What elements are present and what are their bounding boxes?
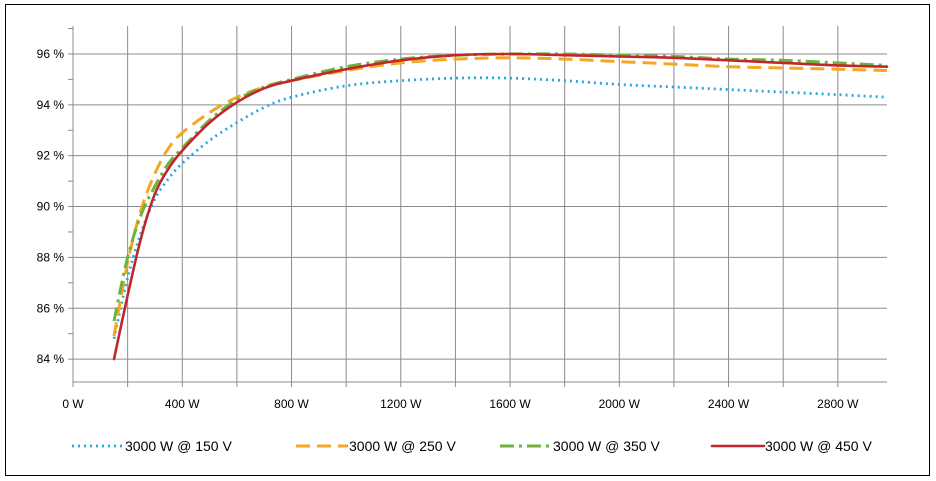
y-tick-label: 86 % xyxy=(37,301,65,315)
x-tick-label: 2000 W xyxy=(599,397,641,411)
y-tick-label: 84 % xyxy=(37,352,65,366)
x-tick-label: 2800 W xyxy=(817,397,859,411)
y-tick-label: 92 % xyxy=(37,149,65,163)
series-line-1 xyxy=(112,76,888,340)
legend-item-4: 3000 W @ 450 V xyxy=(710,438,872,454)
axis-layer xyxy=(68,26,887,387)
x-tick-label: 1600 W xyxy=(489,397,531,411)
series-line-3 xyxy=(112,52,888,322)
chart-frame xyxy=(5,4,930,476)
series-layer xyxy=(112,52,889,361)
series-line-4 xyxy=(112,52,889,361)
y-tick-label: 96 % xyxy=(37,47,65,61)
legend-item-1: 3000 W @ 150 V xyxy=(72,438,232,454)
grid-layer xyxy=(73,26,887,382)
y-tick-label: 88 % xyxy=(37,250,65,264)
x-tick-label: 2400 W xyxy=(708,397,750,411)
x-tick-label: 1200 W xyxy=(380,397,422,411)
y-tick-label: 94 % xyxy=(37,98,65,112)
legend: 3000 W @ 150 V 3000 W @ 250 V 3000 W @ 350… xyxy=(72,438,872,454)
series-line-2 xyxy=(112,56,888,337)
legend-label: 3000 W @ 450 V xyxy=(765,438,872,454)
tick-label-layer: 84 % 86 % 88 % 90 % 92 % 94 % 96 % 0 W 400 W 800 … xyxy=(37,47,860,411)
y-tick-label: 90 % xyxy=(37,200,65,214)
legend-label: 3000 W @ 150 V xyxy=(125,438,232,454)
legend-item-2: 3000 W @ 250 V xyxy=(296,438,456,454)
legend-label: 3000 W @ 350 V xyxy=(553,438,660,454)
legend-label: 3000 W @ 250 V xyxy=(349,438,456,454)
legend-item-3: 3000 W @ 350 V xyxy=(500,438,660,454)
x-tick-label: 400 W xyxy=(165,397,200,411)
x-tick-label: 800 W xyxy=(274,397,309,411)
x-tick-label: 0 W xyxy=(62,397,84,411)
